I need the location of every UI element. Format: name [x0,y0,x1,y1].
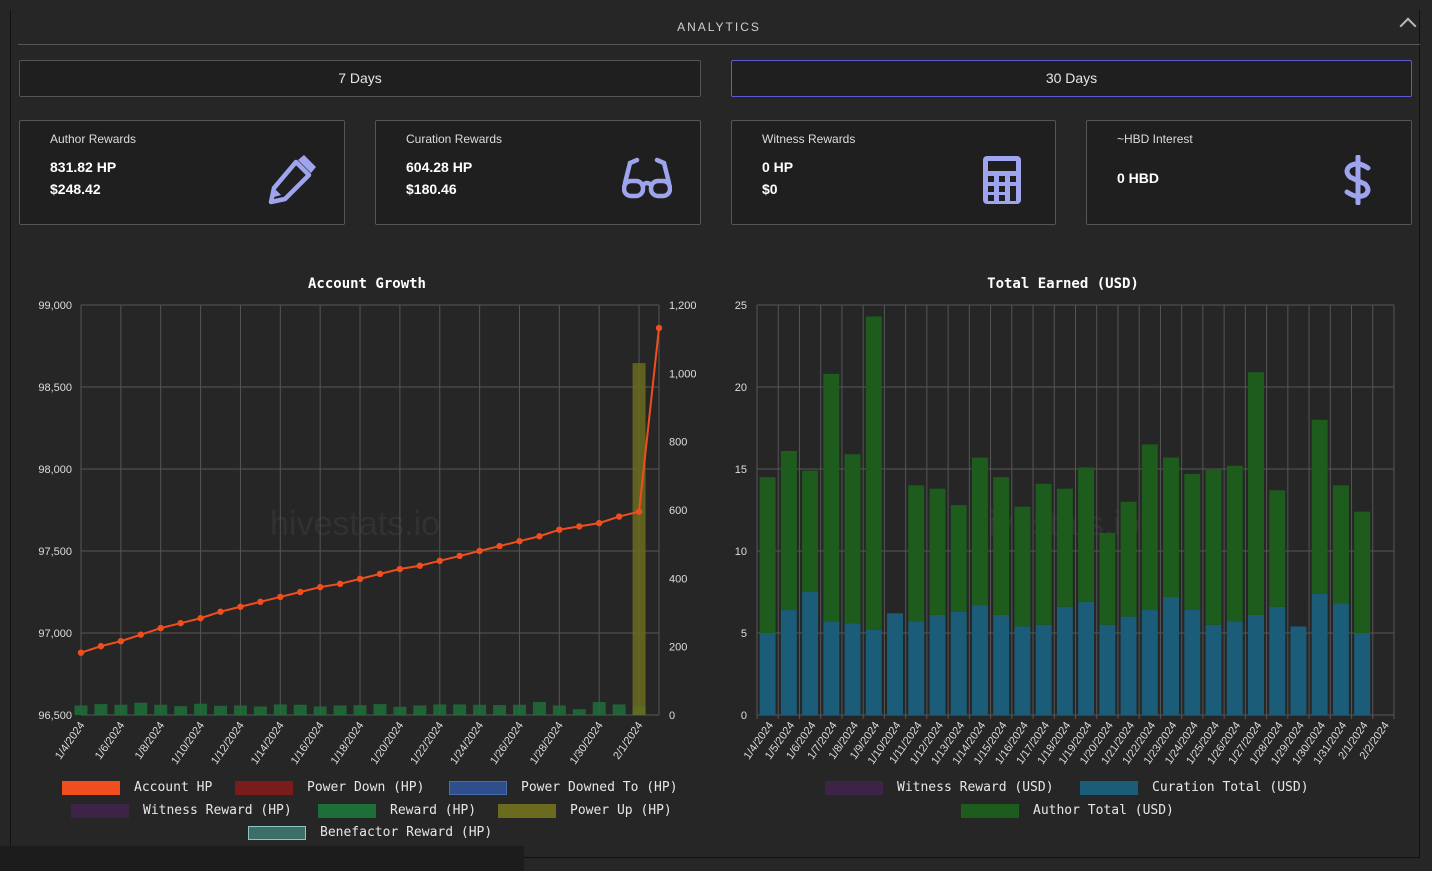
card-title: Witness Rewards [762,132,856,146]
legend-label: Benefactor Reward (HP) [320,825,493,840]
legend-label: Account HP [134,780,213,795]
legend-author-total[interactable]: Author Total (USD) [961,803,1174,818]
legend-swatch [1080,780,1138,795]
legend-label: Curation Total (USD) [1152,780,1309,795]
legend-swatch [825,780,883,795]
legend-label: Witness Reward (HP) [143,803,292,818]
legend-curation-total[interactable]: Curation Total (USD) [1080,780,1309,795]
legend-label: Power Down (HP) [307,780,425,795]
legend-power-downed-to[interactable]: Power Downed To (HP) [449,780,678,795]
legend-power-down[interactable]: Power Down (HP) [235,780,424,795]
legend-swatch [248,825,306,840]
curation-rewards-card: Curation Rewards 604.28 HP $180.46 [375,120,701,225]
author-rewards-usd: $248.42 [50,181,101,197]
legend-label: Reward (HP) [390,803,477,818]
curation-rewards-hp: 604.28 HP [406,159,473,175]
pencil-icon [268,155,316,205]
calculator-icon [983,156,1021,204]
header-title: ANALYTICS [677,20,761,34]
watermark-left: hivestats.io [270,505,441,543]
legend-reward-hp[interactable]: Reward (HP) [318,803,476,818]
legend-label: Power Up (HP) [570,803,672,818]
witness-rewards-hp: 0 HP [762,159,794,175]
hbd-interest-card: ~HBD Interest 0 HBD [1086,120,1412,225]
legend-swatch [318,803,376,818]
witness-rewards-card: Witness Rewards 0 HP $0 [731,120,1056,225]
legend-benefactor-reward[interactable]: Benefactor Reward (HP) [248,825,492,840]
curation-rewards-usd: $180.46 [406,181,457,197]
author-rewards-card: Author Rewards 831.82 HP $248.42 [19,120,345,225]
account-growth-title: Account Growth [307,276,426,292]
card-title: Author Rewards [50,132,137,146]
legend-label: Author Total (USD) [1033,803,1174,818]
legend-account-hp[interactable]: Account HP [62,780,212,795]
legend-label: Power Downed To (HP) [521,780,678,795]
range-7-days-button[interactable]: 7 Days [19,60,701,97]
dollar-icon [1344,155,1371,205]
legend-swatch [235,780,293,795]
witness-rewards-usd: $0 [762,181,778,197]
legend-label: Witness Reward (USD) [897,780,1054,795]
legend-swatch [498,803,556,818]
analytics-header[interactable]: ANALYTICS [18,0,1420,45]
legend-power-up[interactable]: Power Up (HP) [498,803,672,818]
legend-swatch [449,780,507,795]
legend-swatch [62,780,120,795]
total-earned-title: Total Earned (USD) [987,276,1139,292]
hbd-interest-value: 0 HBD [1117,170,1160,186]
bottom-bar [0,846,524,871]
legend-witness-reward-hp[interactable]: Witness Reward (HP) [71,803,292,818]
card-title: Curation Rewards [406,132,503,146]
range-30-days-button[interactable]: 30 Days [731,60,1412,97]
legend-swatch [961,803,1019,818]
glasses-icon [622,157,672,199]
author-rewards-hp: 831.82 HP [50,159,117,175]
watermark-right: hivestats.io [970,505,1141,543]
legend-witness-reward-usd[interactable]: Witness Reward (USD) [825,780,1054,795]
card-title: ~HBD Interest [1117,132,1193,146]
analytics-panel [10,10,1420,858]
legend-swatch [71,803,129,818]
